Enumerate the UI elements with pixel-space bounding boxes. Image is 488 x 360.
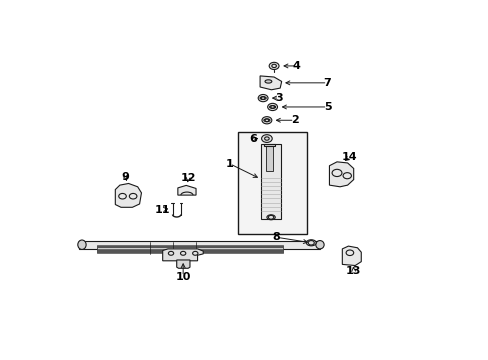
- Polygon shape: [176, 260, 189, 268]
- Ellipse shape: [315, 240, 324, 249]
- Text: 6: 6: [249, 134, 257, 144]
- Text: 7: 7: [323, 78, 331, 88]
- Text: 10: 10: [175, 271, 190, 282]
- Polygon shape: [115, 184, 141, 207]
- Bar: [97, 249, 282, 251]
- Polygon shape: [342, 246, 361, 266]
- Bar: [79, 240, 319, 249]
- Polygon shape: [260, 76, 281, 90]
- Bar: [238, 132, 307, 234]
- Bar: [264, 144, 275, 146]
- Polygon shape: [329, 162, 353, 187]
- Bar: [97, 248, 282, 250]
- Text: 2: 2: [290, 115, 298, 125]
- Circle shape: [268, 62, 279, 69]
- Text: 3: 3: [275, 93, 283, 103]
- Bar: [97, 247, 282, 248]
- Bar: [97, 251, 282, 252]
- Circle shape: [258, 94, 267, 102]
- Text: 9: 9: [122, 172, 129, 183]
- Bar: [97, 246, 282, 247]
- Text: 8: 8: [272, 232, 280, 242]
- Text: 11: 11: [155, 204, 170, 215]
- Circle shape: [261, 135, 272, 143]
- Text: 1: 1: [225, 159, 233, 169]
- Ellipse shape: [264, 80, 271, 83]
- Polygon shape: [178, 185, 196, 195]
- Text: 12: 12: [180, 174, 195, 184]
- Bar: [261, 144, 280, 219]
- Text: 5: 5: [323, 102, 331, 112]
- Ellipse shape: [266, 215, 275, 220]
- Bar: [97, 245, 282, 246]
- Text: 14: 14: [342, 152, 357, 162]
- Text: 4: 4: [292, 61, 300, 71]
- Bar: [265, 144, 273, 171]
- Ellipse shape: [78, 240, 86, 249]
- Circle shape: [262, 117, 271, 124]
- Polygon shape: [163, 249, 203, 261]
- Bar: [97, 252, 282, 253]
- Ellipse shape: [305, 240, 316, 246]
- Circle shape: [267, 103, 277, 111]
- Text: 13: 13: [346, 266, 361, 276]
